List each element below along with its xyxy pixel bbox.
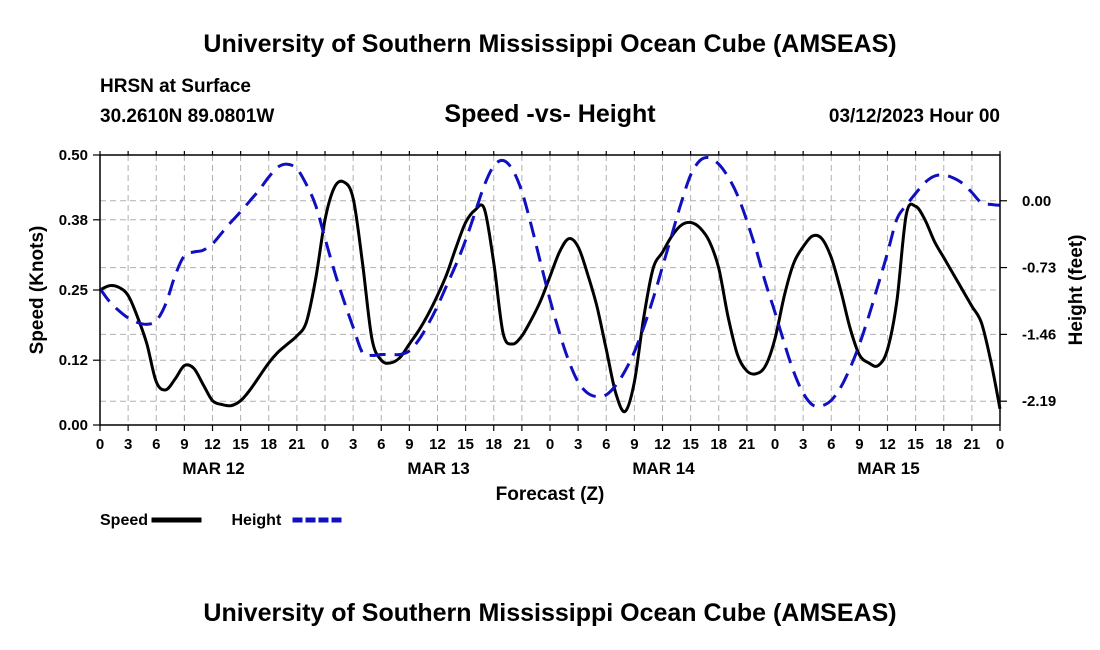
x-tick-label: 21: [964, 436, 981, 453]
y-tick-label: 0.00: [59, 417, 88, 434]
x-tick-label: 12: [879, 436, 896, 453]
station-label: HRSN at Surface: [100, 76, 251, 97]
x-tick-label: 0: [96, 436, 104, 453]
series-line-height: [98, 155, 1001, 408]
day-label: MAR 14: [632, 459, 695, 478]
x-tick-label: 12: [429, 436, 446, 453]
grid-lines: [100, 155, 1000, 425]
x-axis-label: Forecast (Z): [496, 484, 605, 505]
x-tick-label: 3: [799, 436, 807, 453]
x-tick-label: 9: [855, 436, 863, 453]
x-tick-label: 9: [630, 436, 638, 453]
day-label: MAR 13: [407, 459, 469, 478]
x-tick-label: 15: [457, 436, 474, 453]
x-tick-label: 21: [739, 436, 756, 453]
y2-tick-label: -2.19: [1022, 393, 1056, 410]
x-tick-label: 12: [654, 436, 671, 453]
x-tick-label: 15: [907, 436, 924, 453]
x-tick-label: 3: [124, 436, 132, 453]
x-tick-label: 3: [574, 436, 582, 453]
series-layer: [98, 155, 1002, 414]
x-tick-label: 12: [204, 436, 221, 453]
y-axis-label: Speed (Knots): [27, 226, 48, 355]
y-tick-label: 0.38: [59, 212, 88, 229]
x-tick-label: 0: [996, 436, 1004, 453]
x-tick-label: 18: [710, 436, 727, 453]
x-tick-label: 15: [232, 436, 249, 453]
forecast-datetime: 03/12/2023 Hour 00: [828, 106, 1000, 127]
legend-label: Height: [232, 512, 282, 529]
footer-title: University of Southern Mississippi Ocean…: [203, 599, 897, 627]
axes: 0 3 6 9 12 15 18 21 0 3 6 9 12 15 18 21 0 3 6 9 12 15 18 21 0 3 6 9…: [59, 147, 1056, 478]
x-tick-label: 18: [935, 436, 952, 453]
x-tick-label: 3: [349, 436, 357, 453]
coordinates-label: 30.2610N 89.0801W: [100, 106, 275, 127]
y2-tick-label: -1.46: [1022, 326, 1056, 343]
x-tick-label: 18: [260, 436, 277, 453]
x-tick-label: 18: [485, 436, 502, 453]
x-tick-label: 21: [289, 436, 306, 453]
x-tick-label: 15: [682, 436, 699, 453]
legend: Speed Height: [100, 512, 343, 529]
y-tick-label: 0.25: [59, 282, 88, 299]
x-tick-label: 0: [321, 436, 329, 453]
day-label: MAR 15: [857, 459, 919, 478]
x-tick-label: 9: [405, 436, 413, 453]
x-tick-label: 6: [152, 436, 160, 453]
x-tick-label: 0: [771, 436, 779, 453]
y2-tick-label: 0.00: [1022, 193, 1051, 210]
legend-label: Speed: [100, 512, 148, 529]
x-tick-label: 6: [602, 436, 610, 453]
chart-subtitle: Speed -vs- Height: [444, 100, 656, 128]
x-tick-label: 9: [180, 436, 188, 453]
y-tick-label: 0.50: [59, 147, 88, 164]
x-tick-label: 0: [546, 436, 554, 453]
x-tick-label: 6: [377, 436, 385, 453]
y2-tick-label: -0.73: [1022, 260, 1056, 277]
day-label: MAR 12: [182, 459, 244, 478]
x-tick-label: 6: [827, 436, 835, 453]
series-line-speed: [99, 179, 1002, 414]
chart-main-title: University of Southern Mississippi Ocean…: [203, 30, 897, 58]
y-tick-label: 0.12: [59, 352, 88, 369]
y2-axis-label: Height (feet): [1066, 235, 1087, 346]
x-tick-label: 21: [514, 436, 531, 453]
